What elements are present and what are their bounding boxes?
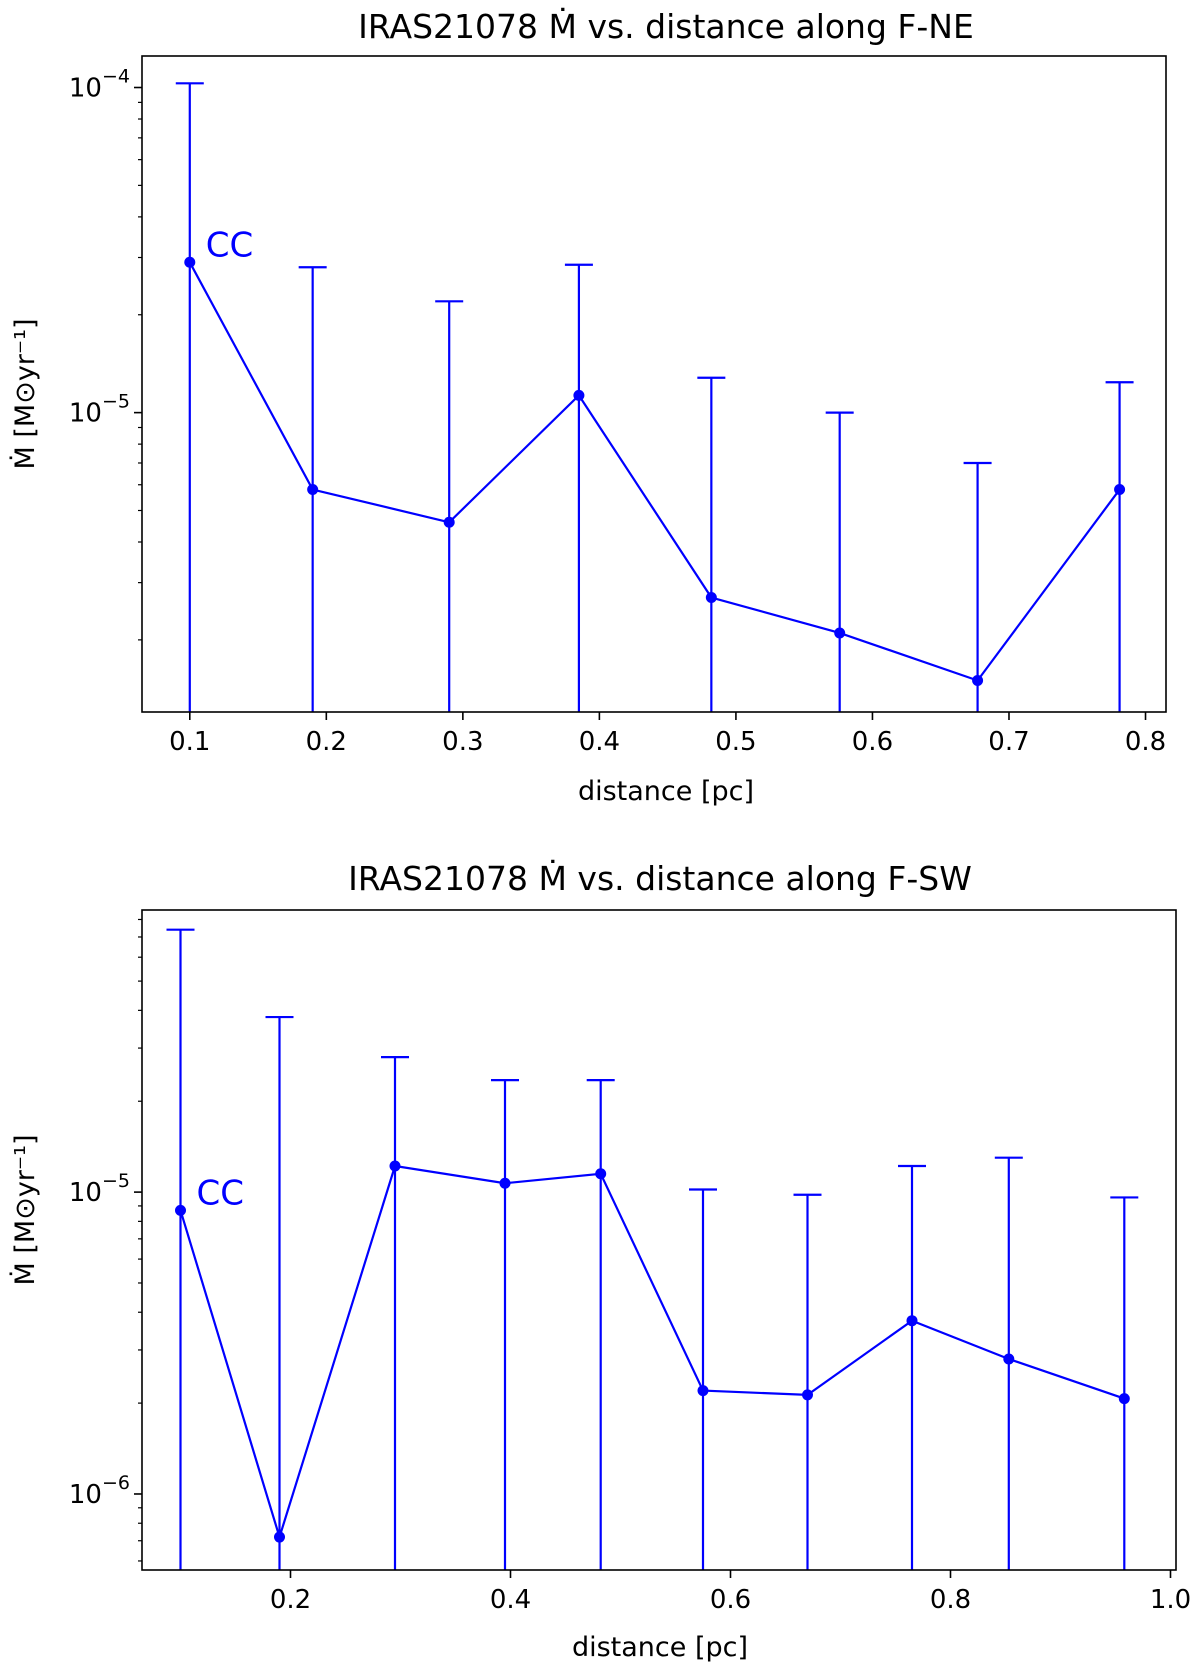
x-tick-label: 0.6 xyxy=(710,1585,751,1615)
series-line xyxy=(188,261,1121,682)
data-point xyxy=(499,1177,511,1189)
annotation-cc: CC xyxy=(206,225,253,265)
plot-area: 0.1 0.2 0.3 0.4 0.5 0.6 0.7 0.8 10−4 10−5 CC xyxy=(69,66,1166,757)
y-axis-label: Ṁ [M⊙yr⁻¹] xyxy=(9,318,41,469)
y-tick-label: 10−6 xyxy=(69,1472,130,1510)
y-axis-label: Ṁ [M⊙yr⁻¹] xyxy=(9,1134,41,1285)
x-tick-label: 0.5 xyxy=(715,727,756,757)
axes-frame xyxy=(141,55,1167,713)
axes-frame xyxy=(141,909,1177,1571)
series-line xyxy=(179,1164,1125,1541)
data-point xyxy=(389,1160,401,1172)
data-point xyxy=(834,627,846,639)
plot-area: 0.2 0.4 0.6 0.8 1.0 10−5 10−6 CC xyxy=(69,918,1191,1615)
chart-panel-sw: IRAS21078 Ṁ vs. distance along F-SW dist… xyxy=(9,859,1191,1663)
x-tick-label: 0.4 xyxy=(579,727,620,757)
data-point xyxy=(595,1168,607,1180)
data-point xyxy=(906,1315,918,1327)
x-tick-label: 0.2 xyxy=(306,727,347,757)
chart-panel-ne: IRAS21078 Ṁ vs. distance along F-NE dist… xyxy=(9,7,1167,807)
y-tick-label: 10−5 xyxy=(69,1170,130,1208)
annotation-cc: CC xyxy=(197,1173,244,1213)
data-point xyxy=(697,1385,709,1397)
data-point xyxy=(705,591,717,603)
chart-title: IRAS21078 Ṁ vs. distance along F-NE xyxy=(358,7,974,46)
x-tick-label: 0.1 xyxy=(169,727,210,757)
x-tick-label: 0.7 xyxy=(988,727,1029,757)
x-tick-label: 0.3 xyxy=(442,727,483,757)
x-tick-label: 0.8 xyxy=(1125,727,1166,757)
data-point xyxy=(175,1204,186,1216)
x-tick-label: 0.4 xyxy=(490,1585,531,1615)
data-point xyxy=(443,516,455,528)
x-tick-label: 0.2 xyxy=(270,1585,311,1615)
data-point xyxy=(1118,1393,1130,1405)
x-axis-label: distance [pc] xyxy=(578,776,754,807)
x-tick-label: 1.0 xyxy=(1150,1585,1191,1615)
x-tick-label: 0.6 xyxy=(852,727,893,757)
x-tick-label: 0.8 xyxy=(930,1585,971,1615)
data-point xyxy=(184,256,196,268)
data-point xyxy=(274,1531,285,1543)
y-tick-label: 10−4 xyxy=(69,66,130,104)
data-point xyxy=(802,1389,813,1401)
data-point xyxy=(1003,1353,1015,1365)
x-axis-label: distance [pc] xyxy=(572,1632,748,1663)
data-point xyxy=(1114,484,1126,496)
data-point xyxy=(972,674,984,686)
data-point xyxy=(573,389,585,401)
y-tick-label: 10−5 xyxy=(69,391,130,429)
chart-title: IRAS21078 Ṁ vs. distance along F-SW xyxy=(348,859,972,898)
data-point xyxy=(307,484,319,496)
